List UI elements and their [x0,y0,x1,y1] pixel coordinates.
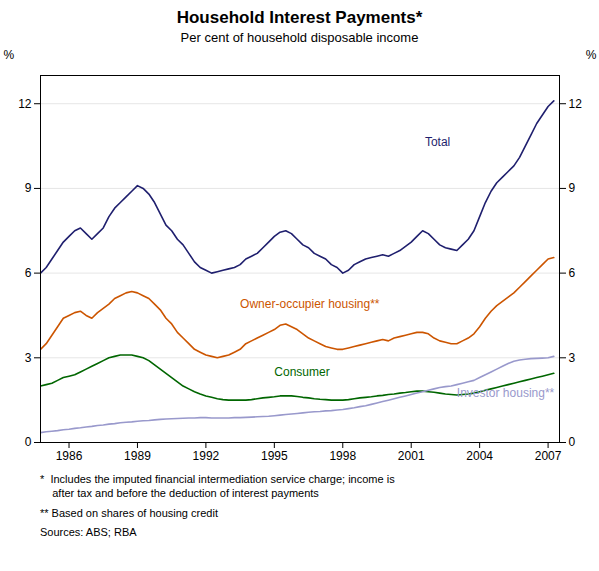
svg-text:6: 6 [25,266,32,280]
svg-text:%: % [586,48,597,62]
svg-text:2001: 2001 [398,449,425,463]
svg-text:%: % [4,48,15,62]
html-text:** Based on shares of housing: ** Based on shares of housing credit [40,506,218,519]
svg-text:6: 6 [569,266,576,280]
svg-text:1995: 1995 [261,449,288,463]
svg-text:0: 0 [25,435,32,449]
html-text:Per cent of household disposab: Per cent of household disposable income [180,30,419,45]
svg-text:3: 3 [569,351,576,365]
svg-text:1986: 1986 [56,449,83,463]
svg-text:9: 9 [25,181,32,195]
svg-text:9: 9 [569,181,576,195]
svg-text:2007: 2007 [535,449,562,463]
svg-text:2004: 2004 [466,449,493,463]
svg-text:Owner-occupier housing**: Owner-occupier housing** [240,297,380,311]
svg-text:Total: Total [425,135,450,149]
svg-text:12: 12 [18,97,32,111]
svg-text:0: 0 [569,435,576,449]
svg-text:1998: 1998 [329,449,356,463]
svg-text:Consumer: Consumer [274,365,329,379]
html-text:Sources: ABS; RBA: Sources: ABS; RBA [40,525,137,538]
html-text:Household Interest Payments*: Household Interest Payments* [176,8,423,27]
svg-text:1989: 1989 [124,449,151,463]
svg-text:1992: 1992 [193,449,220,463]
svg-text:3: 3 [25,351,32,365]
html-text:* Includes the imputed financi: * Includes the imputed financial interme… [40,473,395,500]
svg-text:Investor housing**: Investor housing** [457,386,555,400]
svg-text:12: 12 [569,97,583,111]
